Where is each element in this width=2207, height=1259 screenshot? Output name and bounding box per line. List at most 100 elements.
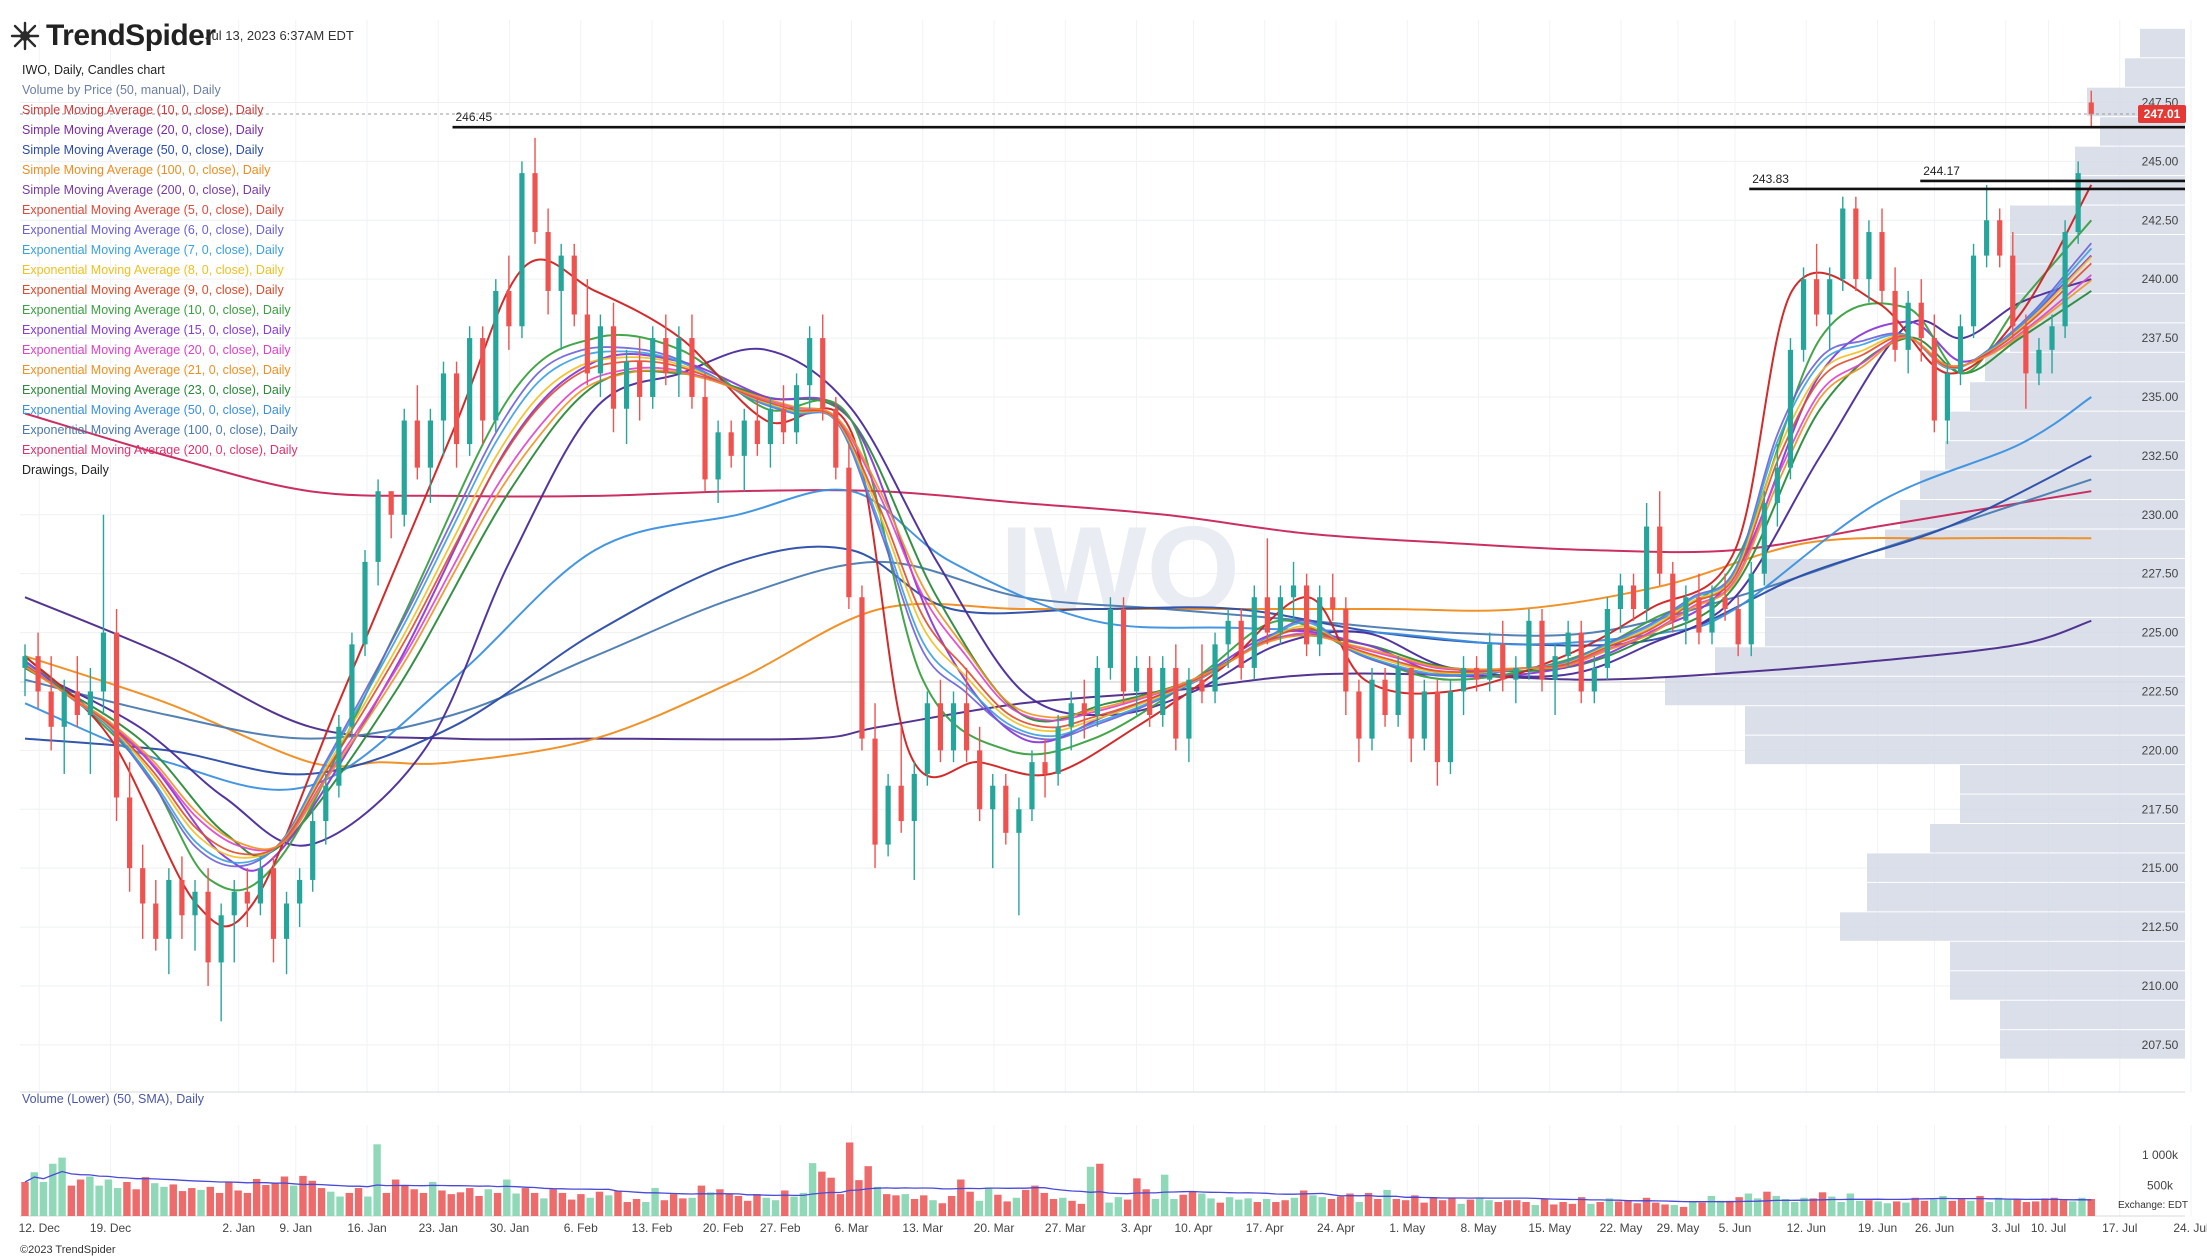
volume-bar: [1957, 1198, 1966, 1216]
candle-body: [820, 338, 826, 409]
volume-bar: [1605, 1198, 1614, 1216]
candle-body: [1068, 703, 1074, 727]
legend-item[interactable]: Exponential Moving Average (50, 0, close…: [22, 403, 291, 417]
price-tag-label: 247.01: [2144, 107, 2181, 121]
legend-item[interactable]: Exponential Moving Average (5, 0, close)…: [22, 203, 284, 217]
price-tag-bg: [2138, 105, 2186, 124]
volume-bar: [1123, 1199, 1132, 1216]
volume-bar: [1568, 1203, 1577, 1216]
volume-bar: [799, 1192, 808, 1216]
candle-body: [244, 891, 250, 904]
volume-bar: [1902, 1202, 1910, 1216]
spider-logo-icon: [10, 21, 40, 51]
candle-body: [1997, 220, 2003, 256]
price-tick-label: 220.00: [2142, 743, 2179, 757]
time-tick-label: 12. Dec: [19, 1221, 60, 1235]
legend-item[interactable]: Exponential Moving Average (200, 0, clos…: [22, 443, 298, 457]
volume-bar: [1077, 1203, 1085, 1216]
volume-bar: [2022, 1202, 2031, 1216]
candle-body: [1696, 597, 1702, 633]
volume-bar: [725, 1194, 733, 1216]
candle-body: [545, 232, 551, 291]
candle-body: [1474, 667, 1480, 680]
legend-item[interactable]: Exponential Moving Average (10, 0, close…: [22, 303, 291, 317]
volume-bar: [947, 1195, 956, 1216]
volume-bar: [1309, 1195, 1317, 1216]
volume-bar: [845, 1142, 854, 1216]
volume-bar: [252, 1178, 261, 1216]
volume-bar: [873, 1186, 882, 1216]
legend-item[interactable]: Exponential Moving Average (9, 0, close)…: [22, 283, 284, 297]
volume-by-price-bar: [1765, 558, 2185, 588]
volume-bar: [1364, 1192, 1373, 1216]
volume-bar: [1976, 1195, 1984, 1216]
candle-body: [1970, 255, 1977, 327]
volume-bar: [1587, 1203, 1595, 1216]
volume-bar: [345, 1192, 354, 1216]
volume-by-price-bar: [1745, 735, 2185, 765]
candle-body: [22, 656, 28, 668]
volume-bar: [188, 1188, 196, 1216]
time-tick-label: 19. Dec: [90, 1221, 131, 1235]
time-tick-label: 27. Mar: [1045, 1221, 1086, 1235]
legend-item[interactable]: Exponential Moving Average (23, 0, close…: [22, 383, 291, 397]
candle-body: [480, 338, 486, 421]
volume-bar: [994, 1194, 1002, 1216]
candle-body: [885, 785, 891, 845]
legend-item[interactable]: Exponential Moving Average (6, 0, close)…: [22, 223, 284, 237]
volume-bar: [1114, 1197, 1123, 1216]
volume-bar: [1642, 1197, 1651, 1216]
volume-bar: [558, 1192, 567, 1216]
volume-bar: [549, 1189, 557, 1216]
candle-body: [1290, 585, 1297, 598]
legend-item[interactable]: Exponential Moving Average (8, 0, close)…: [22, 263, 284, 277]
ema-line: [24, 242, 2092, 868]
volume-bar: [1059, 1197, 1067, 1216]
legend-item[interactable]: Volume by Price (50, manual), Daily: [22, 83, 221, 97]
candle-body: [1081, 703, 1087, 716]
volume-pane-title: Volume (Lower) (50, SMA), Daily: [22, 1092, 205, 1106]
volume-bar: [660, 1200, 669, 1216]
candle-body: [2023, 326, 2029, 374]
legend-item[interactable]: Exponential Moving Average (15, 0, close…: [22, 323, 291, 337]
volume-bar: [669, 1194, 678, 1216]
time-tick-label: 16. Jan: [347, 1221, 386, 1235]
legend-item[interactable]: Simple Moving Average (100, 0, close), D…: [22, 163, 271, 177]
legend-item[interactable]: Simple Moving Average (200, 0, close), D…: [22, 183, 271, 197]
resistance-label: 246.45: [456, 110, 493, 124]
candle-body: [1277, 597, 1284, 633]
candle-body: [140, 868, 146, 904]
candle-body: [990, 785, 996, 810]
legend-item[interactable]: Simple Moving Average (50, 0, close), Da…: [22, 143, 264, 157]
price-tick-label: 225.00: [2142, 626, 2179, 640]
volume-by-price-bar: [2140, 28, 2185, 58]
volume-bar: [1624, 1200, 1632, 1216]
legend-item[interactable]: Exponential Moving Average (21, 0, close…: [22, 363, 291, 377]
candle-body: [610, 326, 617, 409]
legend-item[interactable]: Drawings, Daily: [22, 463, 109, 477]
brand-name: TrendSpider: [46, 19, 216, 52]
candle-body: [440, 373, 447, 421]
legend-item[interactable]: Exponential Moving Average (7, 0, close)…: [22, 243, 284, 257]
legend-item[interactable]: Simple Moving Average (10, 0, close), Da…: [22, 103, 264, 117]
legend-item[interactable]: Exponential Moving Average (20, 0, close…: [22, 343, 291, 357]
volume-bar: [1985, 1202, 1994, 1216]
volume-bar: [651, 1188, 659, 1216]
candle-body: [1003, 785, 1009, 833]
volume-bar: [1503, 1200, 1512, 1216]
price-axis: 207.50 210.00 212.50 215.00 217.50 220.00 222.…: [2142, 95, 2179, 1051]
volume-bar: [1716, 1200, 1725, 1216]
legend-item[interactable]: Simple Moving Average (20, 0, close), Da…: [22, 123, 264, 137]
ema-line: [24, 256, 2092, 859]
volume-bar: [1262, 1198, 1271, 1216]
volume-bar: [605, 1195, 613, 1216]
volume-bar: [169, 1184, 177, 1216]
legend-item[interactable]: Exponential Moving Average (100, 0, clos…: [22, 423, 298, 437]
price-tick-label: 235.00: [2142, 390, 2179, 404]
candle-body: [1526, 620, 1532, 668]
legend-item[interactable]: IWO, Daily, Candles chart: [22, 63, 165, 77]
volume-bar: [354, 1188, 363, 1216]
candle-body: [1761, 502, 1767, 574]
candle-body: [1487, 644, 1493, 680]
